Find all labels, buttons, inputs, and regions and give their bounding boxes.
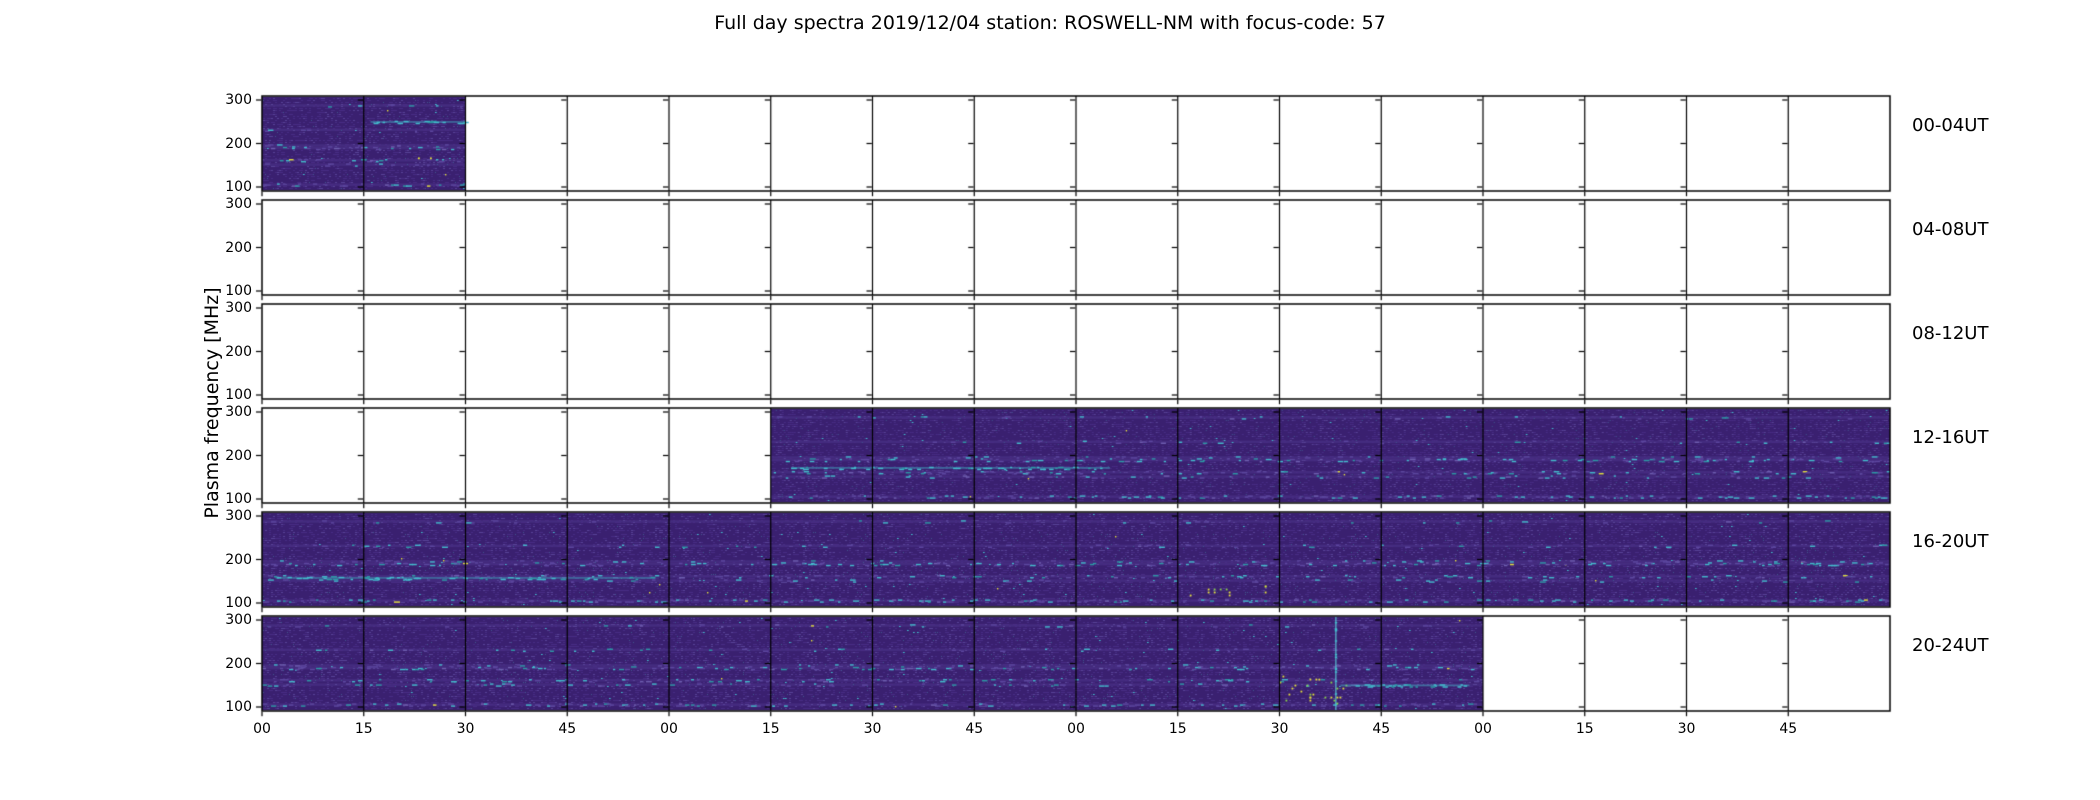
row-label-20-24ut: 20-24UT (1912, 635, 1989, 656)
x-tick-label: 30 (1677, 721, 1696, 737)
x-tick-label: 00 (1067, 721, 1085, 737)
y-tick-label: 100 (225, 699, 252, 715)
x-tick-label: 00 (253, 721, 271, 737)
x-tick-label: 15 (761, 721, 780, 737)
x-tick-label: 45 (1372, 721, 1391, 737)
x-tick-label: 00 (1474, 721, 1492, 737)
y-tick-label: 200 (225, 655, 252, 672)
y-tick-label: 300 (225, 92, 252, 108)
y-tick-label: 200 (225, 239, 252, 256)
row-label-16-20ut: 16-20UT (1912, 531, 1989, 552)
y-tick-label: 300 (225, 196, 252, 212)
y-tick-label: 300 (225, 508, 252, 524)
y-tick-label: 100 (225, 283, 252, 299)
y-tick-label: 100 (225, 491, 252, 507)
x-tick-label: 45 (1779, 721, 1798, 737)
row-label-08-12ut: 08-12UT (1912, 323, 1989, 344)
row-label-00-04ut: 00-04UT (1912, 115, 1989, 136)
y-tick-label: 200 (225, 135, 252, 152)
y-tick-label: 100 (225, 179, 252, 195)
y-tick-label: 100 (225, 387, 252, 403)
x-tick-label: 45 (965, 721, 984, 737)
x-tick-label: 30 (863, 721, 882, 737)
y-tick-label: 300 (225, 612, 252, 628)
x-tick-label: 15 (1575, 721, 1594, 737)
y-tick-label: 200 (225, 551, 252, 568)
y-tick-label: 100 (225, 595, 252, 611)
x-tick-label: 15 (1168, 721, 1187, 737)
x-tick-label: 15 (354, 721, 373, 737)
y-tick-label: 300 (225, 300, 252, 316)
y-tick-label: 200 (225, 447, 252, 464)
x-tick-label: 00 (660, 721, 678, 737)
x-tick-label: 30 (1270, 721, 1289, 737)
y-tick-label: 200 (225, 343, 252, 360)
row-label-12-16ut: 12-16UT (1912, 427, 1989, 448)
figure-title: Full day spectra 2019/12/04 station: ROS… (714, 12, 1386, 34)
x-tick-label: 45 (558, 721, 577, 737)
x-tick-label: 30 (456, 721, 475, 737)
row-label-04-08ut: 04-08UT (1912, 219, 1989, 240)
y-tick-label: 300 (225, 404, 252, 420)
